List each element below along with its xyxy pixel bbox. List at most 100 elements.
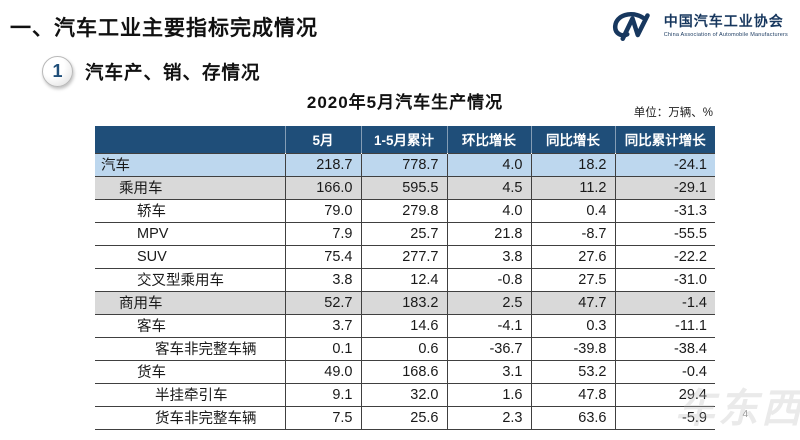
cell-value: 18.2 — [530, 152, 615, 176]
cell-value: 9.1 — [284, 382, 361, 406]
cell-value: 52.7 — [284, 290, 361, 314]
row-label: MPV — [95, 221, 285, 245]
cell-value: 778.7 — [360, 152, 447, 176]
cell-value: 11.2 — [530, 175, 615, 199]
cell-value: 29.4 — [614, 382, 715, 406]
cell-value: -1.4 — [614, 290, 715, 314]
cell-value: 79.0 — [284, 198, 361, 222]
cell-value: -8.7 — [530, 221, 615, 245]
cell-value: 279.8 — [360, 198, 447, 222]
table-row: 交叉型乘用车 3.8 12.4 -0.8 27.5 -31.0 — [95, 267, 715, 291]
cell-value: -22.2 — [614, 244, 715, 268]
page-title: 一、汽车工业主要指标完成情况 — [10, 17, 318, 40]
cell-value: 2.3 — [446, 405, 531, 429]
unit-label: 单位：万辆、% — [633, 107, 713, 119]
table-row: 货车 49.0 168.6 3.1 53.2 -0.4 — [95, 359, 715, 383]
column-header: 环比增长 — [446, 126, 531, 153]
cell-value: 47.7 — [530, 290, 615, 314]
cell-value: 7.5 — [284, 405, 361, 429]
table-row: 商用车 52.7 183.2 2.5 47.7 -1.4 — [95, 290, 715, 314]
table-row: MPV 7.9 25.7 21.8 -8.7 -55.5 — [95, 221, 715, 245]
column-header — [95, 126, 285, 153]
cell-value: 595.5 — [360, 175, 447, 199]
cell-value: 0.4 — [530, 198, 615, 222]
row-label: 汽车 — [95, 152, 285, 176]
cell-value: 4.0 — [446, 152, 531, 176]
cell-value: 49.0 — [284, 359, 361, 383]
table-title: 2020年5月汽车生产情况 — [306, 93, 504, 112]
column-header: 1-5月累计 — [360, 126, 447, 153]
cell-value: 0.6 — [360, 336, 447, 360]
cell-value: -11.1 — [614, 313, 715, 337]
cell-value: 21.8 — [446, 221, 531, 245]
cell-value: 3.8 — [446, 244, 531, 268]
row-label: 轿车 — [95, 198, 285, 222]
page-number: 4 — [742, 409, 748, 420]
caam-monogram-icon — [610, 8, 658, 44]
section-header: 1 汽车产、销、存情况 — [42, 56, 261, 87]
cell-value: 4.0 — [446, 198, 531, 222]
production-table: 5月 1-5月累计 环比增长 同比增长 同比累计增长 汽车 218.7 778.7 4… — [95, 126, 715, 430]
row-label: 半挂牵引车 — [95, 382, 285, 406]
cell-value: 25.6 — [360, 405, 447, 429]
cell-value: -0.4 — [614, 359, 715, 383]
caam-name-en: China Association of Automobile Manufact… — [663, 31, 788, 38]
table-row: SUV 75.4 277.7 3.8 27.6 -22.2 — [95, 244, 715, 268]
cell-value: 63.6 — [530, 405, 615, 429]
table-row: 货车非完整车辆 7.5 25.6 2.3 63.6 -5.9 — [95, 405, 715, 429]
table-row: 汽车 218.7 778.7 4.0 18.2 -24.1 — [95, 152, 715, 176]
cell-value: 47.8 — [530, 382, 615, 406]
caam-name-cn: 中国汽车工业协会 — [663, 13, 784, 30]
caam-logo: 中国汽车工业协会 China Association of Automobile… — [610, 8, 788, 44]
cell-value: 277.7 — [360, 244, 447, 268]
cell-value: 183.2 — [360, 290, 447, 314]
cell-value: -31.0 — [614, 267, 715, 291]
cell-value: 3.1 — [446, 359, 531, 383]
section-title: 汽车产、销、存情况 — [85, 61, 261, 83]
table-row: 客车非完整车辆 0.1 0.6 -36.7 -39.8 -38.4 — [95, 336, 715, 360]
cell-value: 32.0 — [360, 382, 447, 406]
cell-value: -55.5 — [614, 221, 715, 245]
cell-value: -0.8 — [446, 267, 531, 291]
cell-value: 218.7 — [284, 152, 361, 176]
row-label: 货车 — [95, 359, 285, 383]
cell-value: 14.6 — [360, 313, 447, 337]
row-label: 交叉型乘用车 — [95, 267, 285, 291]
table-row: 轿车 79.0 279.8 4.0 0.4 -31.3 — [95, 198, 715, 222]
cell-value: 27.6 — [530, 244, 615, 268]
table-header-row: 5月 1-5月累计 环比增长 同比增长 同比累计增长 — [95, 126, 715, 153]
cell-value: 75.4 — [284, 244, 361, 268]
row-label: 商用车 — [95, 290, 285, 314]
cell-value: -5.9 — [614, 405, 715, 429]
cell-value: 1.6 — [446, 382, 531, 406]
cell-value: -29.1 — [614, 175, 715, 199]
cell-value: 27.5 — [530, 267, 615, 291]
row-label: 客车非完整车辆 — [95, 336, 285, 360]
cell-value: 4.5 — [446, 175, 531, 199]
row-label: 货车非完整车辆 — [95, 405, 285, 429]
cell-value: 168.6 — [360, 359, 447, 383]
cell-value: -36.7 — [446, 336, 531, 360]
column-header: 同比增长 — [530, 126, 615, 153]
table-row: 客车 3.7 14.6 -4.1 0.3 -11.1 — [95, 313, 715, 337]
table-row: 半挂牵引车 9.1 32.0 1.6 47.8 29.4 — [95, 382, 715, 406]
cell-value: -4.1 — [446, 313, 531, 337]
cell-value: -31.3 — [614, 198, 715, 222]
cell-value: 0.1 — [284, 336, 361, 360]
cell-value: 0.3 — [530, 313, 615, 337]
column-header: 同比累计增长 — [614, 126, 715, 153]
table-area: 2020年5月汽车生产情况 单位：万辆、% 5月 1-5月累计 环比增长 同比增… — [95, 88, 715, 430]
column-header: 5月 — [284, 126, 361, 153]
cell-value: -38.4 — [614, 336, 715, 360]
cell-value: 25.7 — [360, 221, 447, 245]
cell-value: 166.0 — [284, 175, 361, 199]
cell-value: 2.5 — [446, 290, 531, 314]
cell-value: 12.4 — [360, 267, 447, 291]
cell-value: -39.8 — [530, 336, 615, 360]
cell-value: 7.9 — [284, 221, 361, 245]
cell-value: -24.1 — [614, 152, 715, 176]
cell-value: 3.7 — [284, 313, 361, 337]
cell-value: 53.2 — [530, 359, 615, 383]
table-row: 乘用车 166.0 595.5 4.5 11.2 -29.1 — [95, 175, 715, 199]
row-label: 乘用车 — [95, 175, 285, 199]
